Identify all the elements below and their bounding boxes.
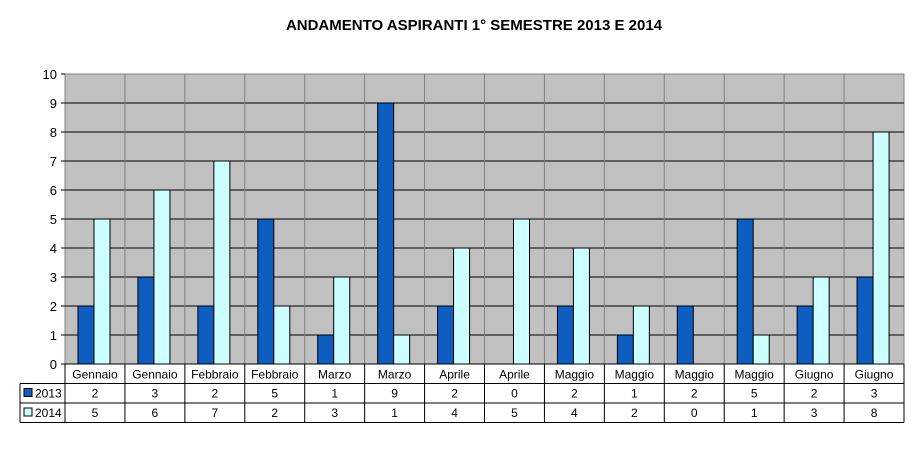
bar-2014 [513,218,530,365]
data-label: 2 [271,406,278,420]
data-label: 5 [511,406,518,420]
data-label: 1 [331,387,338,401]
x-tick-label: Maggio [555,368,595,382]
y-tick-label: 3 [50,270,57,285]
x-tick-label: Marzo [318,368,352,382]
y-tick-label: 0 [50,357,57,372]
x-tick-label: Maggio [675,368,715,382]
bar-2014 [572,247,590,365]
x-tick-label: Gennaio [72,368,118,382]
data-label: 1 [391,406,398,420]
bar-2014 [153,189,171,365]
bar-2013 [377,102,395,365]
data-label: 5 [751,387,758,401]
bar-2014 [812,276,830,365]
bar-2014 [213,160,231,365]
y-tick-label: 10 [43,67,57,82]
x-tick-label: Marzo [378,368,412,382]
x-tick-label: Giugno [855,368,894,382]
bar-2014 [93,218,111,365]
y-tick-label: 6 [50,183,57,198]
data-label: 2 [211,387,218,401]
data-label: 2 [811,387,818,401]
bar-2014 [333,276,351,365]
data-label: 0 [511,387,518,401]
data-label: 3 [152,387,159,401]
y-tick-label: 8 [50,125,57,140]
data-label: 7 [211,406,218,420]
bar-2013 [616,334,634,365]
legend-label: 2013 [35,387,62,401]
y-tick-label: 1 [50,328,57,343]
data-label: 3 [811,406,818,420]
data-label: 3 [871,387,878,401]
x-tick-label: Maggio [615,368,655,382]
data-label: 0 [691,406,698,420]
data-label: 2 [92,387,99,401]
bar-2014 [453,247,471,365]
bar-2013 [856,276,874,365]
bar-2013 [676,305,694,365]
x-tick-label: Febbraio [191,368,239,382]
data-label: 2 [451,387,458,401]
x-tick-label: Giugno [795,368,834,382]
y-axis: 0 1 2 3 4 5 6 7 8 9 10 [43,67,65,372]
data-label: 8 [871,406,878,420]
x-tick-label: Febbraio [251,368,299,382]
data-label: 9 [391,387,398,401]
data-label: 2 [631,406,638,420]
y-tick-label: 4 [50,241,57,256]
bar-2013 [77,305,95,365]
x-tick-label: Aprile [499,368,530,382]
bar-2014 [752,334,770,365]
data-label: 2 [691,387,698,401]
bar-2013 [137,276,155,365]
data-label: 4 [451,406,458,420]
legend-key-2014 [23,407,33,417]
data-label: 5 [271,387,278,401]
data-label: 1 [751,406,758,420]
data-label: 6 [152,406,159,420]
bar-2013 [257,218,275,365]
bar-2013 [736,218,754,365]
bar-2013 [197,305,215,365]
bar-2013 [437,305,455,365]
bar-2014 [632,305,650,365]
y-tick-label: 2 [50,299,57,314]
data-label: 2 [571,387,578,401]
legend-key-2013 [23,388,33,397]
data-label: 3 [331,406,338,420]
bar-2013 [796,305,814,365]
bar-2013 [556,305,574,365]
x-tick-label: Maggio [734,368,774,382]
y-tick-label: 5 [50,212,57,227]
bar-2014 [273,305,291,365]
chart-title: ANDAMENTO ASPIRANTI 1° SEMESTRE 2013 E 2… [286,17,663,34]
x-tick-label: Aprile [439,368,470,382]
legend-label: 2014 [35,406,62,420]
data-label: 1 [631,387,638,401]
data-label: 5 [92,406,99,420]
bar-2013 [317,334,335,365]
data-label: 4 [571,406,578,420]
bar-2014 [872,131,890,365]
bars [77,102,890,365]
y-tick-label: 9 [50,96,57,111]
bar-2014 [393,334,411,365]
y-tick-label: 7 [50,154,57,169]
data-table: Gennaio Gennaio Febbraio Febbraio Marzo Marzo… [19,363,905,423]
x-tick-label: Gennaio [132,368,178,382]
